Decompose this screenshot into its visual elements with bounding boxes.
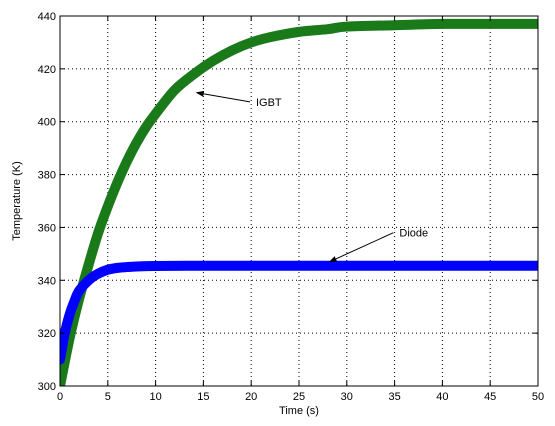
x-tick-label: 30	[341, 391, 353, 403]
x-tick-label: 5	[105, 391, 111, 403]
x-tick-label: 40	[436, 391, 448, 403]
y-tick-label: 420	[38, 64, 56, 76]
annotations: IGBT Diode	[195, 90, 428, 263]
x-tick-label: 25	[293, 391, 305, 403]
y-tick-label: 360	[38, 222, 56, 234]
series-line-diode	[60, 260, 538, 365]
y-tick-label: 440	[38, 11, 56, 23]
annotation-label-igbt: IGBT	[256, 97, 282, 109]
x-tick-label: 20	[245, 391, 257, 403]
series-line-igbt	[60, 18, 538, 386]
y-tick-label: 300	[38, 381, 56, 393]
y-tick-label: 320	[38, 328, 56, 340]
axis-ticks: 0 5 10 15 20 25 30 35 40 45 50 300 320 340 360 380 400 42…	[38, 11, 544, 403]
series-layer	[60, 18, 538, 386]
x-tick-label: 45	[484, 391, 496, 403]
y-tick-label: 380	[38, 170, 56, 182]
x-tick-label: 10	[149, 391, 161, 403]
annotation-label-diode: Diode	[399, 228, 428, 240]
x-tick-label: 0	[57, 391, 63, 403]
y-tick-label: 340	[38, 275, 56, 287]
y-tick-label: 400	[38, 117, 56, 129]
annotation-arrow-igbt	[195, 90, 251, 103]
x-axis-label: Time (s)	[279, 405, 319, 417]
x-tick-label: 35	[388, 391, 400, 403]
y-axis-label: Temperature (K)	[11, 161, 23, 240]
x-tick-label: 50	[532, 391, 544, 403]
annotation-arrow-diode	[328, 232, 394, 263]
x-tick-label: 15	[197, 391, 209, 403]
